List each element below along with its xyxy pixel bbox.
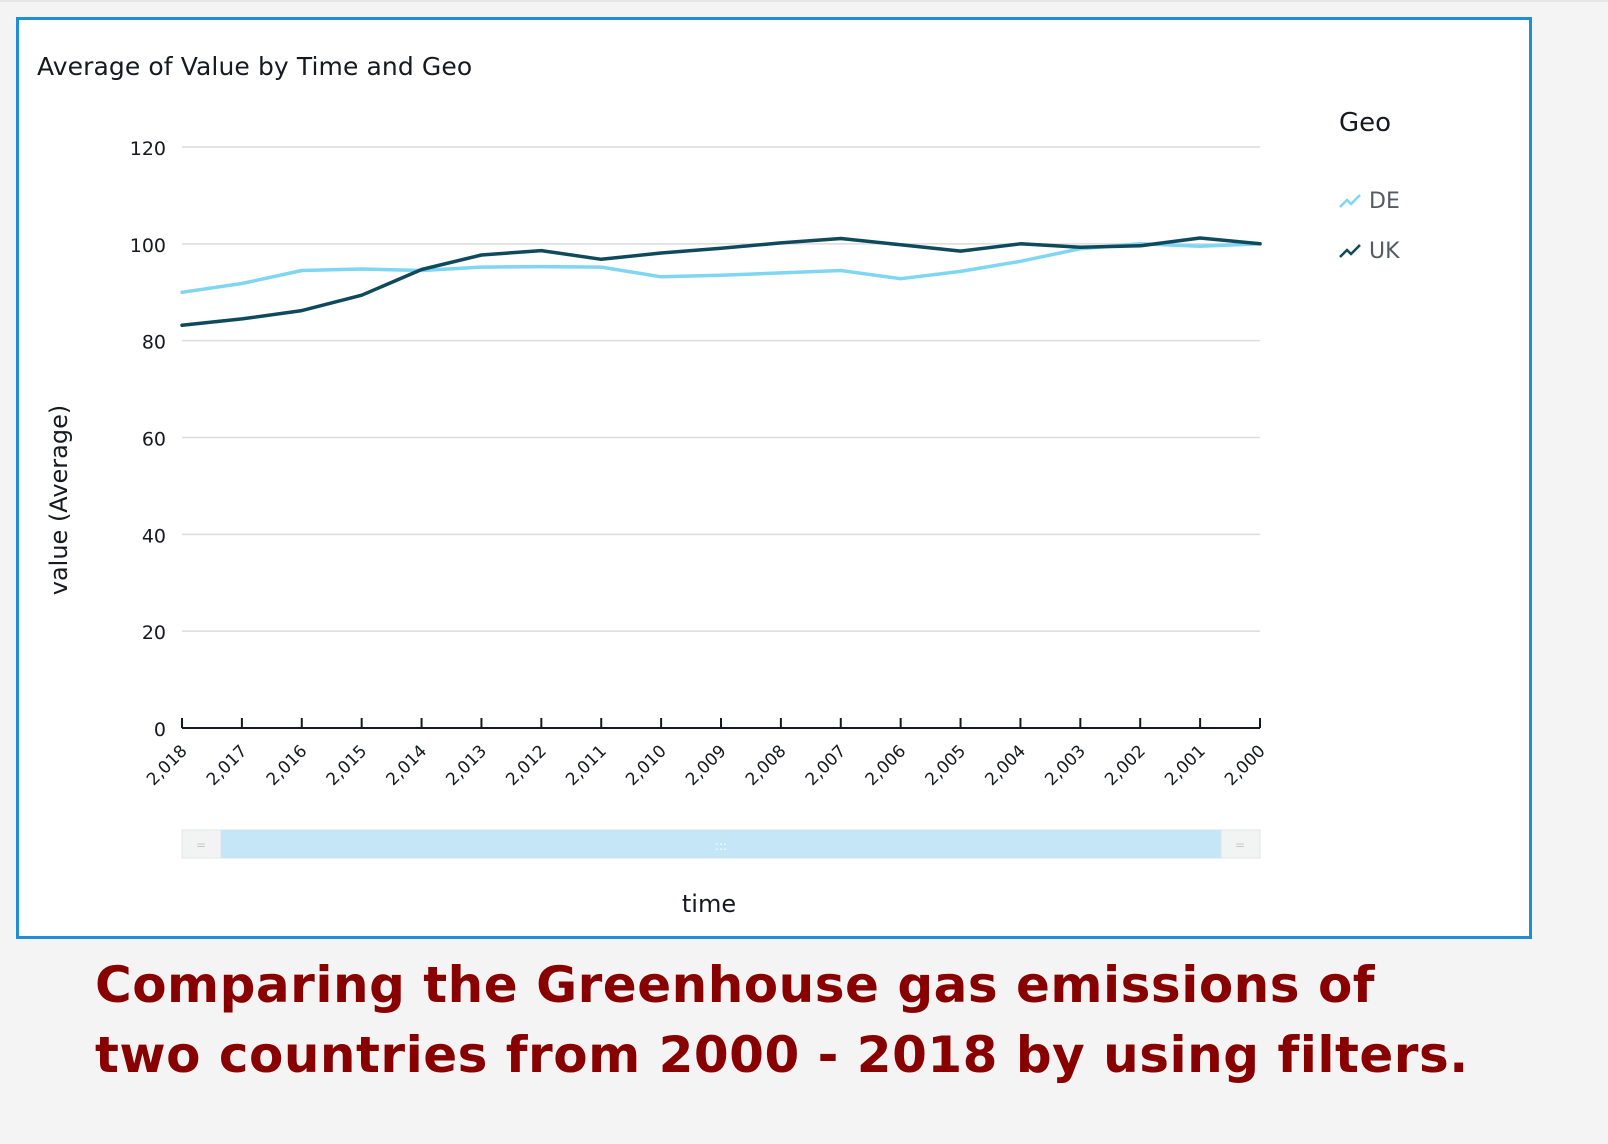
- y-tick-label: 100: [130, 235, 166, 257]
- series-lines: [180, 236, 1262, 327]
- legend-item-de[interactable]: DE: [1339, 176, 1400, 226]
- y-tick-label: 20: [142, 622, 166, 644]
- line-series-icon: [1339, 194, 1361, 208]
- y-axis-label: value (Average): [45, 405, 73, 595]
- x-tick-label: 2,000: [1221, 741, 1270, 790]
- x-tick-label: 2,012: [502, 741, 551, 790]
- left-handle-grip-icon: =: [196, 838, 206, 852]
- line-series-icon: [1339, 244, 1361, 258]
- x-tick-label: 2,013: [442, 741, 491, 790]
- scrollbar-left-handle[interactable]: [181, 829, 222, 859]
- scrollbar-right-handle[interactable]: [1220, 829, 1261, 859]
- x-tick-label: 2,004: [981, 741, 1030, 790]
- x-tick-label: 2,001: [1161, 741, 1210, 790]
- legend-label-uk: UK: [1369, 238, 1400, 264]
- chart-title: Average of Value by Time and Geo: [37, 52, 473, 81]
- top-divider: [0, 0, 1608, 2]
- y-tick-label: 80: [142, 332, 166, 354]
- x-axis: 2,018 2,017 2,016 2,015 2,014 2,013 2,012 2,011…: [143, 718, 1270, 790]
- x-tick-label: 2,005: [922, 741, 971, 790]
- y-tick-labels: 0 20 40 60 80 100 120: [130, 138, 166, 741]
- x-tick-label: 2,002: [1101, 741, 1150, 790]
- x-tick-label: 2,008: [742, 741, 791, 790]
- x-tick-label: 2,009: [682, 741, 731, 790]
- x-tick-label: 2,018: [143, 741, 192, 790]
- caption-text: Comparing the Greenhouse gas emissions o…: [95, 956, 1469, 1084]
- gridlines: [182, 146, 1260, 632]
- x-tick-label: 2,017: [203, 741, 252, 790]
- y-tick-label: 60: [142, 429, 166, 451]
- legend-title: Geo: [1339, 108, 1392, 138]
- series-line-de[interactable]: [180, 242, 1262, 295]
- range-scrollbar[interactable]: = ::: =: [181, 829, 1261, 859]
- y-tick-label: 40: [142, 525, 166, 547]
- x-tick-label: 2,011: [562, 741, 611, 790]
- scrollbar-thumb[interactable]: [221, 830, 1221, 858]
- x-axis-label: time: [682, 890, 736, 918]
- right-handle-grip-icon: =: [1235, 838, 1245, 852]
- x-tick-label: 2,010: [622, 741, 671, 790]
- x-tick-label: 2,015: [323, 741, 372, 790]
- x-tick-label: 2,006: [862, 741, 911, 790]
- x-tick-label: 2,014: [383, 741, 432, 790]
- x-tick-label: 2,016: [263, 741, 312, 790]
- thumb-grip-icon: :::: [715, 839, 727, 853]
- legend: Geo DE UK: [1339, 108, 1400, 276]
- y-tick-label: 120: [130, 138, 166, 160]
- legend-label-de: DE: [1369, 188, 1400, 214]
- chart-visual[interactable]: Average of Value by Time and Geo 0 20 40 60…: [16, 17, 1532, 939]
- x-tick-label: 2,003: [1041, 741, 1090, 790]
- y-tick-label: 0: [154, 719, 166, 741]
- series-line-uk[interactable]: [180, 236, 1262, 327]
- x-tick-label: 2,007: [802, 741, 851, 790]
- legend-item-uk[interactable]: UK: [1339, 226, 1400, 276]
